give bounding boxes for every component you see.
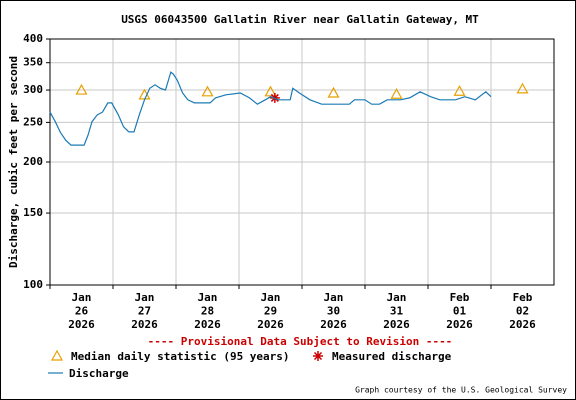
star-stroke: [313, 351, 323, 361]
discharge-line: [49, 71, 492, 146]
legend-label: Measured discharge: [332, 350, 452, 363]
x-tick-label: 01: [453, 305, 467, 318]
x-tick-label: Jan: [72, 291, 92, 304]
x-tick-label: 26: [75, 305, 89, 318]
x-tick-label: 2026: [68, 318, 95, 331]
legend-label: Median daily statistic (95 years): [71, 350, 290, 363]
x-tick-label: 2026: [320, 318, 347, 331]
x-tick-label: Jan: [387, 291, 407, 304]
median-marker: [327, 86, 340, 98]
median-marker: [75, 83, 88, 95]
legend-symbol: [50, 349, 64, 361]
legend-label: Discharge: [69, 367, 129, 380]
x-tick-label: 2026: [383, 318, 410, 331]
x-tick-label: 2026: [446, 318, 473, 331]
x-tick-label: 28: [201, 305, 214, 318]
x-tick-label: Jan: [198, 291, 218, 304]
credit: Graph courtesy of the U.S. Geological Su…: [355, 386, 567, 395]
y-tick-label: 350: [23, 56, 43, 69]
x-tick-label: Jan: [261, 291, 281, 304]
x-tick-label: 27: [138, 305, 151, 318]
chart-title: USGS 06043500 Gallatin River near Gallat…: [121, 13, 479, 26]
x-tick-label: 2026: [131, 318, 158, 331]
x-tick-label: Feb: [513, 291, 533, 304]
x-tick-label: 30: [327, 305, 340, 318]
median-marker: [453, 85, 466, 96]
y-axis-label: Discharge, cubic feet per second: [7, 56, 20, 268]
x-tick-label: 2026: [509, 318, 536, 331]
legend-symbol: [313, 351, 323, 361]
y-tick-label: 300: [23, 83, 43, 96]
median-marker: [516, 82, 529, 94]
x-tick-label: Jan: [324, 291, 344, 304]
x-tick-label: 02: [516, 305, 529, 318]
annotation: ---- Provisional Data Subject to Revisio…: [148, 335, 453, 348]
y-tick-label: 100: [23, 278, 43, 291]
x-tick-label: 31: [390, 305, 404, 318]
median-marker: [264, 85, 277, 97]
median-marker: [201, 85, 214, 97]
x-tick-label: 29: [264, 305, 277, 318]
x-tick-label: Jan: [135, 291, 155, 304]
x-tick-label: 2026: [257, 318, 284, 331]
y-tick-label: 400: [23, 32, 43, 45]
y-tick-label: 150: [23, 206, 43, 219]
median-marker: [390, 88, 403, 99]
y-tick-label: 200: [23, 155, 43, 168]
y-tick-label: 250: [23, 115, 43, 128]
x-tick-label: 2026: [194, 318, 221, 331]
plot-area: [49, 38, 555, 286]
x-tick-label: Feb: [450, 291, 470, 304]
